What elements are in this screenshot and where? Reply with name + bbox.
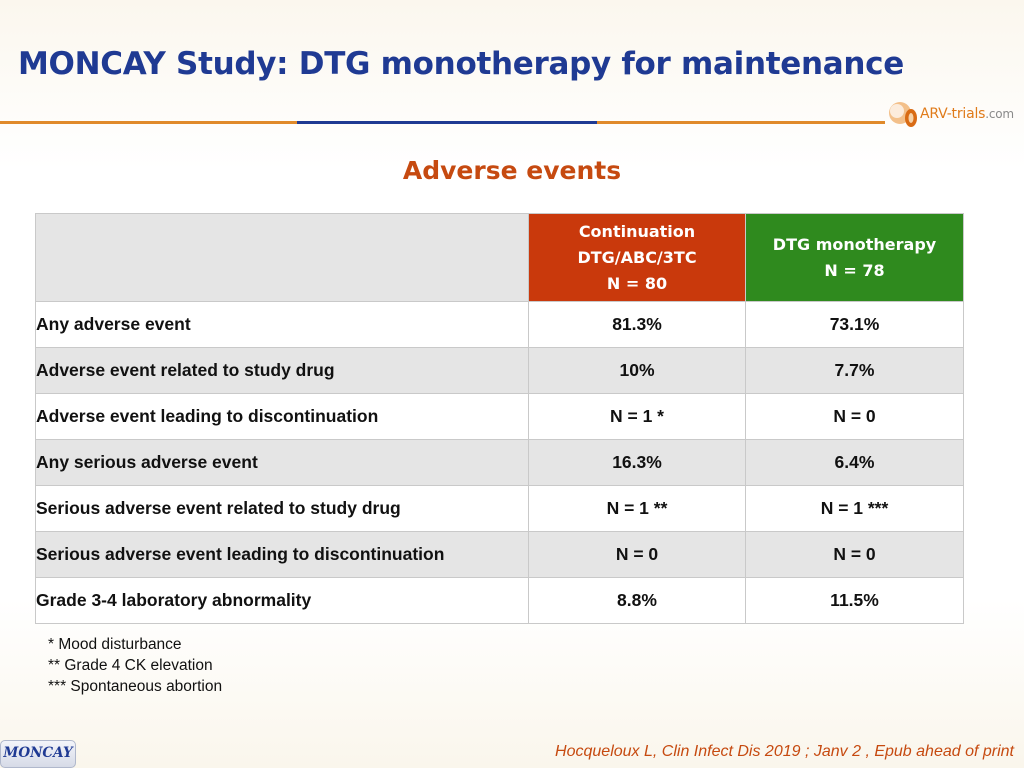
row-label: Grade 3-4 laboratory abnormality bbox=[35, 577, 529, 624]
logo-text: ARV-trials.com bbox=[920, 106, 1014, 122]
footnote: * Mood disturbance bbox=[48, 636, 182, 653]
monotherapy-value: 11.5% bbox=[745, 577, 964, 624]
table-row: Serious adverse event leading to discont… bbox=[35, 531, 964, 578]
table-row: Adverse event leading to discontinuation… bbox=[35, 393, 964, 440]
continuation-value: N = 0 bbox=[528, 531, 746, 578]
header-line: DTG monotherapy bbox=[772, 234, 937, 254]
arv-trials-logo: ARV-trials.com bbox=[886, 100, 1016, 130]
continuation-value: 81.3% bbox=[528, 301, 746, 348]
continuation-value: N = 1 ** bbox=[528, 485, 746, 532]
continuation-value: 10% bbox=[528, 347, 746, 394]
continuation-value: 8.8% bbox=[528, 577, 746, 624]
header-blank-cell bbox=[35, 213, 529, 302]
table-row: Any serious adverse event 16.3% 6.4% bbox=[35, 439, 964, 486]
row-label: Any adverse event bbox=[35, 301, 529, 348]
table-row: Any adverse event 81.3% 73.1% bbox=[35, 301, 964, 348]
table-row: Adverse event related to study drug 10% … bbox=[35, 347, 964, 394]
table-row: Serious adverse event related to study d… bbox=[35, 485, 964, 532]
footnote: *** Spontaneous abortion bbox=[48, 678, 223, 695]
continuation-value: 16.3% bbox=[528, 439, 746, 486]
header-line: DTG/ABC/3TC bbox=[577, 247, 697, 267]
header-continuation: Continuation DTG/ABC/3TC N = 80 bbox=[528, 213, 746, 302]
row-label: Any serious adverse event bbox=[35, 439, 529, 486]
adverse-events-table: Continuation DTG/ABC/3TC N = 80 DTG mono… bbox=[35, 213, 964, 624]
header-monotherapy: DTG monotherapy N = 78 bbox=[745, 213, 964, 302]
monotherapy-value: N = 0 bbox=[745, 393, 964, 440]
monotherapy-value: 73.1% bbox=[745, 301, 964, 348]
row-label: Serious adverse event leading to discont… bbox=[35, 531, 529, 578]
row-label: Adverse event leading to discontinuation bbox=[35, 393, 529, 440]
citation: Hocqueloux L, Clin Infect Dis 2019 ; Jan… bbox=[555, 743, 1014, 760]
footnote: ** Grade 4 CK elevation bbox=[48, 657, 213, 674]
continuation-value: N = 1 * bbox=[528, 393, 746, 440]
logo-suffix: .com bbox=[985, 107, 1014, 121]
header-line: Continuation bbox=[578, 221, 696, 241]
section-heading: Adverse events bbox=[402, 156, 622, 185]
header-line: N = 78 bbox=[824, 260, 885, 280]
slide-title: MONCAY Study: DTG monotherapy for mainte… bbox=[18, 46, 904, 82]
title-divider bbox=[0, 121, 885, 124]
row-label: Serious adverse event related to study d… bbox=[35, 485, 529, 532]
row-label: Adverse event related to study drug bbox=[35, 347, 529, 394]
monotherapy-value: 7.7% bbox=[745, 347, 964, 394]
monotherapy-value: 6.4% bbox=[745, 439, 964, 486]
table-header-row: Continuation DTG/ABC/3TC N = 80 DTG mono… bbox=[35, 213, 964, 302]
monotherapy-value: N = 1 *** bbox=[745, 485, 964, 532]
table-row: Grade 3-4 laboratory abnormality 8.8% 11… bbox=[35, 577, 964, 624]
monotherapy-value: N = 0 bbox=[745, 531, 964, 578]
arv-trials-logo-icon bbox=[889, 102, 917, 127]
footnotes: * Mood disturbance ** Grade 4 CK elevati… bbox=[48, 634, 222, 697]
header-line: N = 80 bbox=[606, 273, 668, 293]
logo-name: ARV-trials bbox=[920, 106, 986, 122]
study-badge: MONCAY bbox=[0, 740, 76, 768]
